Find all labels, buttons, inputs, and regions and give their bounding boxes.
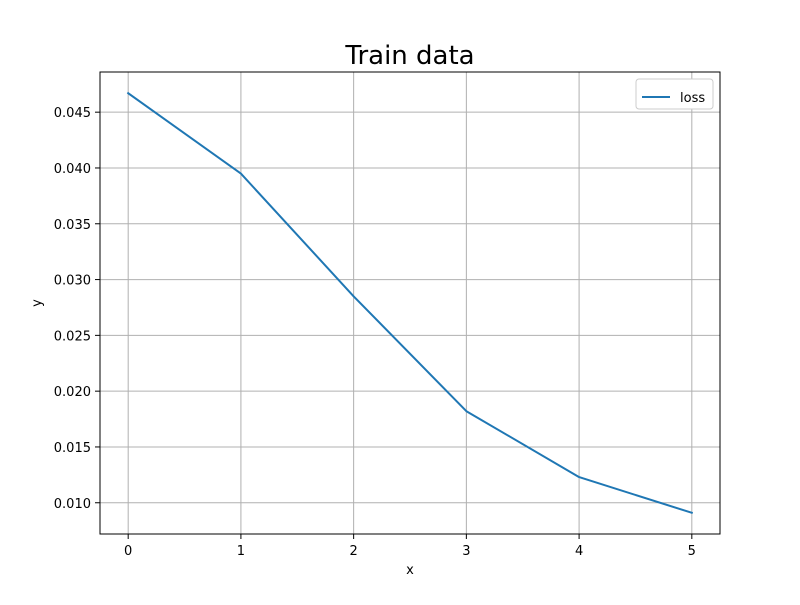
- y-tick-label: 0.035: [54, 218, 91, 233]
- plot-frame: [99, 71, 721, 535]
- x-axis-label: x: [406, 563, 414, 578]
- y-axis-label: y: [30, 299, 45, 307]
- x-tick-label: 0: [124, 544, 132, 559]
- y-tick-label: 0.025: [54, 329, 91, 344]
- legend-box: [635, 78, 714, 110]
- x-tick-label: 3: [462, 544, 470, 559]
- legend: loss: [635, 78, 714, 110]
- x-tick-label: 1: [237, 544, 245, 559]
- x-tick-label: 2: [349, 544, 357, 559]
- x-tick-label: 5: [688, 544, 696, 559]
- y-tick-label: 0.040: [54, 162, 91, 177]
- y-tick-label: 0.045: [54, 106, 91, 121]
- y-tick-label: 0.020: [54, 385, 91, 400]
- y-tick-label: 0.010: [54, 497, 91, 512]
- series-layer: [126, 91, 694, 515]
- x-tick-label: 4: [575, 544, 583, 559]
- grid-layer: [100, 72, 720, 534]
- legend-label: loss: [680, 91, 705, 106]
- y-tick-label: 0.030: [54, 274, 91, 289]
- chart-title: Train data: [344, 41, 474, 71]
- tick-layer: 0 1 2 3 4 5 0.010 0.015 0.020 0.025 0.030 0.035 0.04…: [54, 106, 696, 559]
- y-tick-label: 0.015: [54, 441, 91, 456]
- series-line-loss: [126, 91, 694, 515]
